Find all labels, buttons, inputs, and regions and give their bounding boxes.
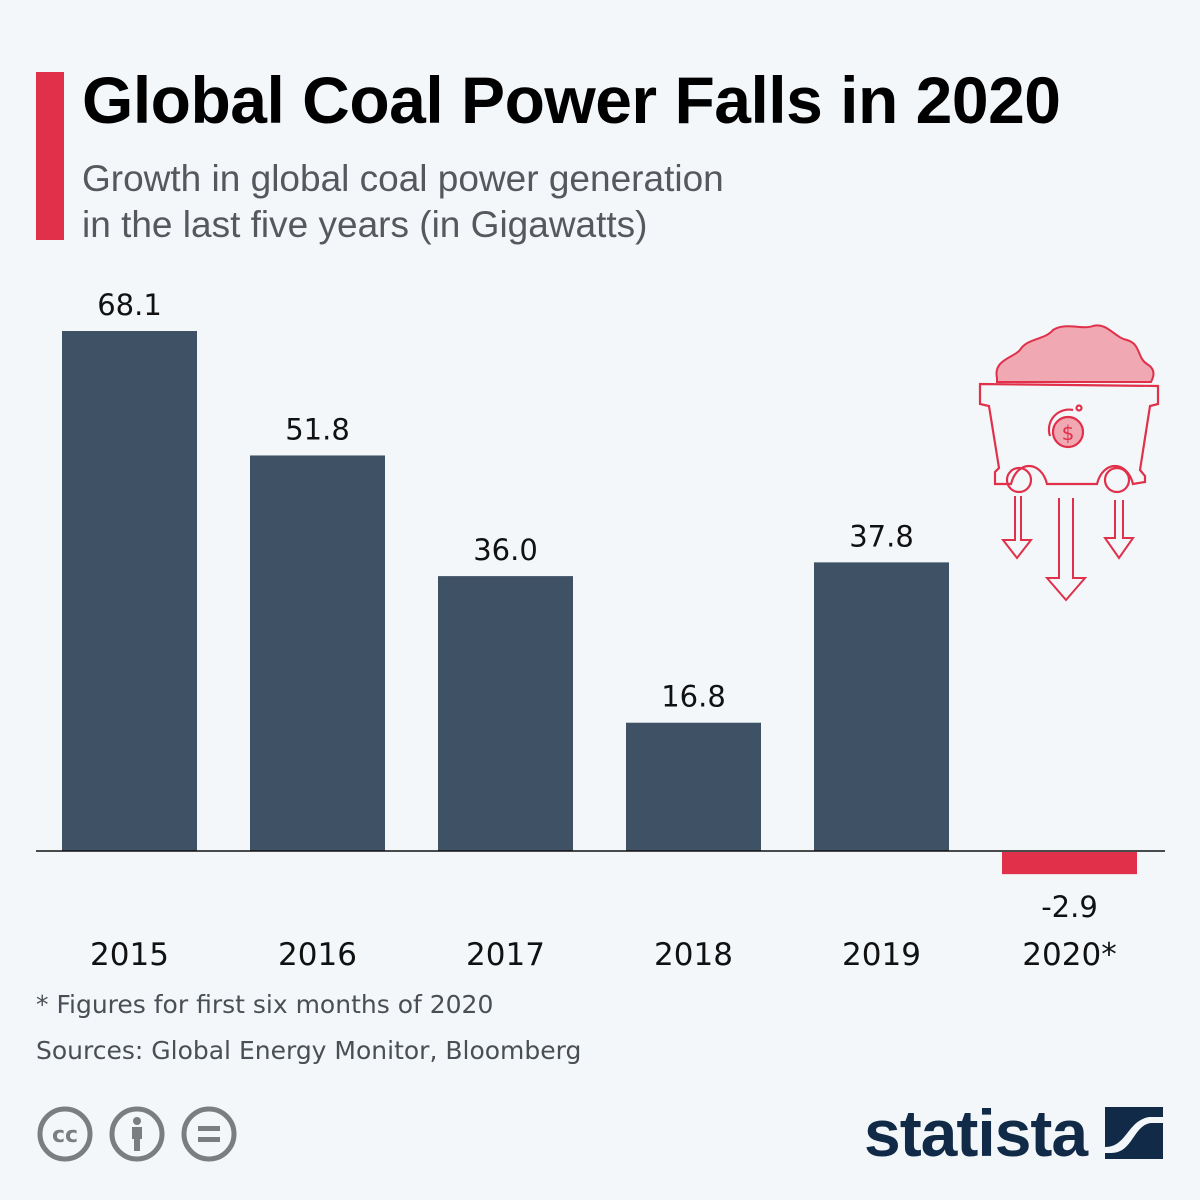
- category-label: 2016: [278, 937, 357, 973]
- category-label: 2017: [466, 937, 545, 973]
- coal-pile-icon: [995, 324, 1155, 383]
- subtitle-line-2: in the last five years (in Gigawatts): [82, 204, 648, 245]
- svg-text:cc: cc: [52, 1123, 78, 1148]
- footnote: * Figures for first six months of 2020: [36, 990, 494, 1019]
- value-label: 51.8: [285, 412, 350, 446]
- bar-chart: 68.1 2015 51.8 2016 36.0 2017 16.8 2018 37.8 2019…: [36, 288, 1165, 973]
- bar-2020: [1002, 852, 1137, 875]
- down-arrows-icon: [1000, 496, 1135, 602]
- chart-title: Global Coal Power Falls in 2020: [82, 63, 1061, 137]
- category-label: 2019: [842, 937, 921, 973]
- bar-2015: [62, 331, 197, 851]
- statista-wordmark: statista: [864, 1096, 1088, 1170]
- cc-icon[interactable]: cc: [36, 1105, 94, 1163]
- category-label: 2015: [90, 937, 169, 973]
- statista-mark-icon: [1105, 1107, 1164, 1159]
- value-label: 36.0: [473, 533, 538, 567]
- no-derivatives-icon[interactable]: [180, 1105, 238, 1163]
- value-label: 37.8: [849, 519, 914, 553]
- chart-subtitle: Growth in global coal power generation i…: [82, 156, 724, 248]
- bar-2017: [438, 576, 573, 851]
- bar-2018: [626, 722, 761, 851]
- value-label: 68.1: [97, 288, 162, 322]
- coal-cart-icon: $: [978, 324, 1160, 602]
- license-icons: cc: [36, 1105, 238, 1163]
- statista-logo[interactable]: statista: [864, 1100, 1165, 1166]
- category-label: 2018: [654, 937, 733, 973]
- bar-2019: [814, 562, 949, 851]
- attribution-icon[interactable]: [108, 1105, 166, 1163]
- value-label: -2.9: [1041, 890, 1098, 924]
- title-accent-bar: [36, 72, 64, 240]
- sources: Sources: Global Energy Monitor, Bloomber…: [36, 1036, 582, 1065]
- category-label: 2020*: [1022, 937, 1116, 973]
- bar-2016: [250, 455, 385, 851]
- value-label: 16.8: [661, 680, 726, 714]
- cart-body-icon: [978, 382, 1160, 494]
- subtitle-line-1: Growth in global coal power generation: [82, 158, 724, 199]
- dollar-icon: $: [1062, 421, 1075, 445]
